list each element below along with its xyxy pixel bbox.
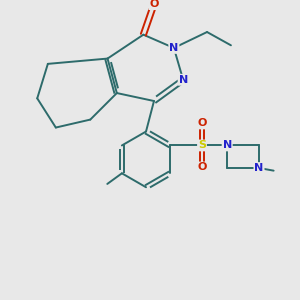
Text: S: S: [198, 140, 206, 151]
Text: N: N: [223, 140, 232, 151]
Text: O: O: [197, 118, 207, 128]
Text: N: N: [254, 163, 264, 173]
Text: N: N: [169, 43, 178, 53]
Text: O: O: [197, 163, 207, 172]
Text: N: N: [178, 75, 188, 85]
Text: O: O: [149, 0, 159, 9]
